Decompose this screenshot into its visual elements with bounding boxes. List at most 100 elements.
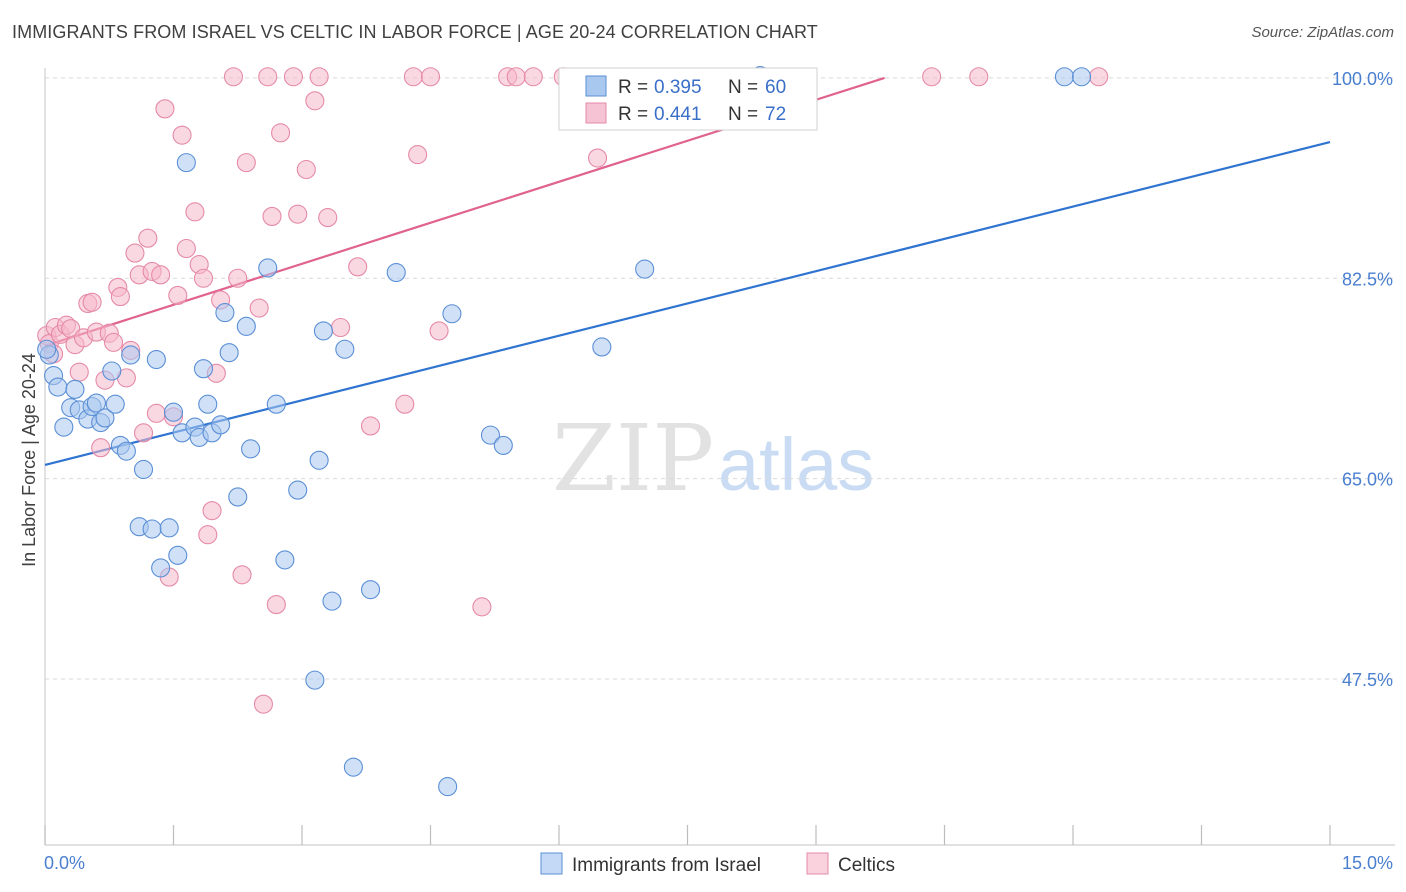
- celtics-point-8: [69, 362, 89, 382]
- watermark-zip: ZIP: [552, 405, 714, 512]
- israel-point-52: [480, 425, 501, 445]
- celtics-point-41: [223, 67, 244, 87]
- israel-point-18: [133, 459, 154, 480]
- celtics-point-57: [330, 317, 351, 338]
- celtics-point-64: [429, 321, 449, 341]
- israel-point-53: [493, 435, 513, 455]
- celtics-point-68: [523, 67, 543, 87]
- israel-point-50: [438, 777, 458, 797]
- celtics-point-36: [193, 268, 214, 288]
- celtics-point-46: [253, 694, 274, 714]
- israel-point-32: [211, 415, 231, 435]
- y-tick-label-2: 65.0%: [1342, 470, 1393, 490]
- israel-point-57: [1054, 67, 1074, 87]
- celtics-point-16: [103, 332, 124, 352]
- israel-point-38: [258, 258, 278, 278]
- y-tick-label-1: 82.5%: [1342, 269, 1393, 289]
- celtics-point-33: [176, 238, 196, 259]
- celtics-point-58: [348, 257, 368, 277]
- celtics-point-73: [1089, 67, 1109, 87]
- celtics-point-67: [506, 67, 526, 87]
- celtics-point-70: [587, 148, 608, 168]
- celtics-point-31: [168, 285, 188, 305]
- israel-point-23: [163, 402, 184, 422]
- celtics-point-13: [91, 438, 111, 458]
- legend-n-value-2: 72: [765, 104, 786, 125]
- israel-point-16: [121, 345, 141, 365]
- israel-point-24: [168, 545, 188, 565]
- israel-point-11: [95, 408, 115, 428]
- israel-point-12: [102, 361, 122, 381]
- israel-point-15: [116, 441, 136, 461]
- israel-point-26: [176, 153, 196, 173]
- israel-point-5: [65, 379, 85, 399]
- chart-title: IMMIGRANTS FROM ISRAEL VS CELTIC IN LABO…: [12, 22, 818, 42]
- celtics-point-62: [408, 145, 428, 165]
- celtics-point-60: [395, 394, 415, 414]
- y-tick-label-3: 47.5%: [1342, 670, 1393, 690]
- legend-r-label-1: R =: [618, 77, 648, 98]
- legend-swatch-blue: [585, 75, 607, 97]
- legend-r-value-1: 0.395: [654, 77, 702, 98]
- israel-point-34: [219, 343, 239, 363]
- bottom-legend-celtics: Celtics: [838, 855, 895, 876]
- celtics-point-23: [133, 423, 154, 443]
- celtics-point-51: [283, 67, 303, 87]
- legend-n-label-1: N =: [728, 77, 758, 98]
- celtics-point-52: [288, 204, 308, 224]
- celtics-point-32: [172, 125, 192, 145]
- israel-point-13: [105, 394, 125, 414]
- israel-point-35: [228, 487, 248, 507]
- celtics-point-24: [138, 228, 158, 248]
- israel-point-41: [288, 480, 308, 500]
- celtics-point-59: [360, 416, 381, 436]
- celtics-point-34: [185, 202, 205, 222]
- legend-r-value-2: 0.441: [654, 104, 702, 125]
- celtics-point-49: [266, 595, 286, 615]
- israel-point-51: [442, 304, 462, 324]
- legend-n-value-1: 60: [765, 77, 786, 98]
- celtics-point-50: [271, 123, 291, 143]
- israel-point-22: [159, 518, 179, 538]
- celtics-point-44: [236, 153, 256, 173]
- bottom-legend-swatch-celtics: [806, 852, 829, 875]
- celtics-point-27: [151, 265, 171, 285]
- celtics-point-21: [125, 243, 145, 263]
- celtics-point-26: [146, 403, 166, 423]
- israel-point-54: [592, 337, 612, 357]
- tick-labels: 100.0% 82.5% 65.0% 47.5% 0.0% 15.0%: [44, 69, 1393, 873]
- bottom-legend-israel: Immigrants from Israel: [572, 855, 761, 876]
- celtics-point-45: [249, 298, 269, 318]
- celtics-point-42: [228, 268, 248, 288]
- israel-point-21: [151, 558, 171, 578]
- israel-point-9: [86, 393, 106, 413]
- celtics-point-65: [472, 597, 492, 617]
- legend-n-label-2: N =: [728, 104, 758, 125]
- source-note: Source: ZipAtlas.com: [1251, 24, 1394, 41]
- israel-point-48: [360, 580, 381, 600]
- israel-point-36: [236, 316, 256, 336]
- israel-point-3: [54, 417, 74, 437]
- celtics-point-54: [305, 91, 325, 111]
- celtics-point-43: [232, 565, 252, 585]
- celtics-point-37: [198, 525, 218, 545]
- celtics-point-28: [155, 99, 175, 119]
- israel-point-20: [146, 350, 166, 370]
- celtics-point-53: [296, 159, 316, 180]
- israel-point-45: [322, 591, 342, 611]
- watermark-atlas: atlas: [718, 423, 874, 506]
- celtics-point-56: [318, 208, 338, 228]
- x-tick-label-0: 0.0%: [44, 853, 85, 873]
- bottom-legend-swatch-israel: [540, 852, 563, 875]
- israel-point-44: [313, 321, 333, 341]
- bottom-legend: Immigrants from Israel Celtics: [540, 852, 895, 876]
- celtics-point-11: [82, 292, 102, 312]
- israel-point-59: [37, 339, 57, 359]
- israel-point-40: [275, 550, 295, 570]
- israel-point-2: [48, 377, 68, 397]
- legend: R = 0.395 N = 60 R = 0.441 N = 72: [558, 67, 818, 131]
- israel-point-55: [635, 259, 655, 279]
- axes: [44, 68, 1395, 846]
- celtics-point-55: [309, 67, 329, 87]
